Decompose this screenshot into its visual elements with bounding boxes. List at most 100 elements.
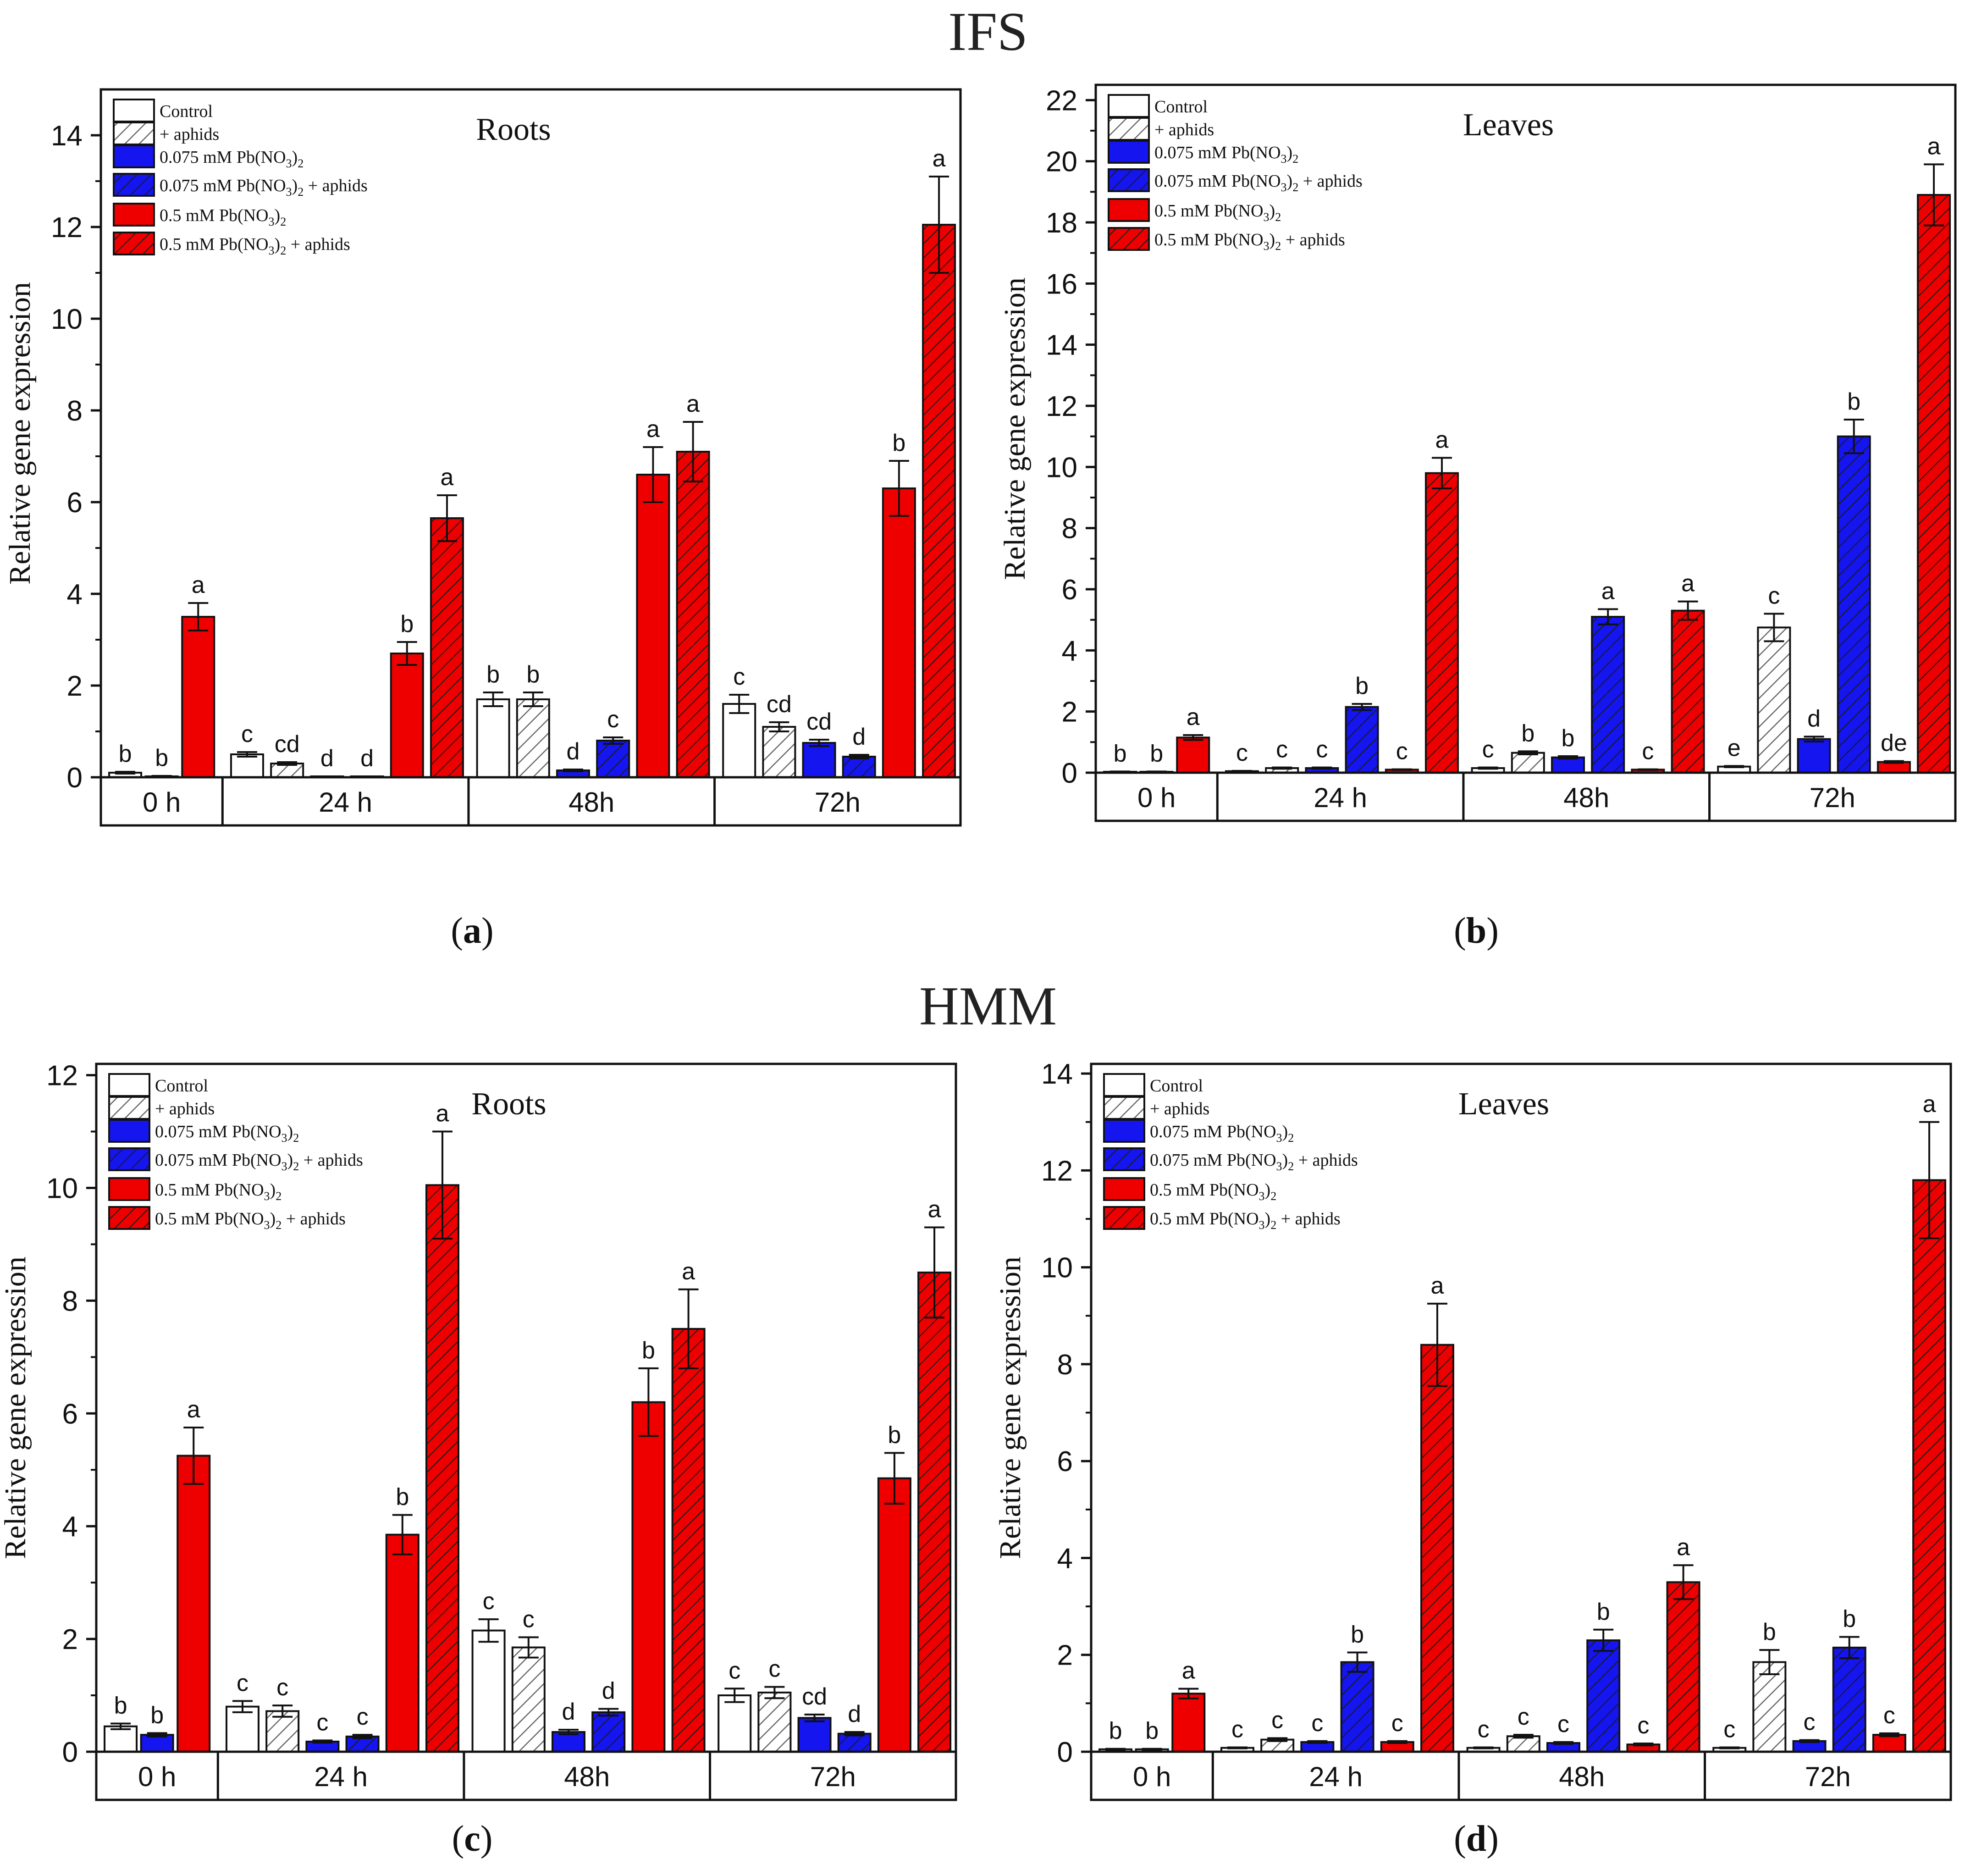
bar xyxy=(385,1533,419,1753)
significance-letter: c xyxy=(1311,1710,1323,1737)
y-tick-label: 12 xyxy=(1046,391,1077,422)
significance-letter: c xyxy=(241,721,253,747)
legend-swatch xyxy=(108,1096,150,1120)
bar xyxy=(425,1184,459,1753)
bar xyxy=(1671,609,1705,774)
bar xyxy=(430,517,464,778)
bar xyxy=(1832,1646,1866,1753)
significance-letter: a xyxy=(686,391,700,417)
significance-letter: a xyxy=(1681,570,1695,597)
y-tick-label: 8 xyxy=(62,1285,78,1317)
significance-letter: b xyxy=(1847,388,1860,415)
significance-letter: a xyxy=(646,416,660,443)
bar xyxy=(1872,1734,1906,1753)
significance-letter: a xyxy=(1182,1658,1195,1684)
legend-label: + aphids xyxy=(155,1099,215,1118)
significance-letter: b xyxy=(1109,1718,1122,1744)
y-tick-label: 4 xyxy=(62,1511,78,1543)
bar xyxy=(917,1271,952,1753)
bar xyxy=(1797,738,1831,774)
legend-swatch xyxy=(1103,1206,1145,1230)
time-label: 72h xyxy=(810,1761,856,1792)
significance-letter: c xyxy=(523,1606,535,1633)
significance-letter: c xyxy=(316,1709,328,1736)
bar xyxy=(181,616,215,778)
significance-letter: c xyxy=(357,1704,369,1730)
significance-letter: a xyxy=(933,145,946,172)
significance-letter: b xyxy=(526,661,540,688)
y-tick-label: 10 xyxy=(1041,1252,1073,1284)
significance-letter: a xyxy=(928,1196,941,1223)
legend-label: Control xyxy=(1150,1076,1203,1096)
significance-letter: a xyxy=(1187,704,1200,730)
legend-label: 0.075 mM Pb(NO3)2 xyxy=(1150,1122,1294,1145)
significance-letter: c xyxy=(1642,738,1654,765)
legend-swatch xyxy=(1108,94,1150,118)
y-axis-label: Relative gene expression xyxy=(994,1256,1027,1559)
significance-letter: c xyxy=(1804,1709,1816,1736)
y-tick-label: 2 xyxy=(62,1624,78,1655)
bar xyxy=(1917,194,1951,774)
panel-label-c: (c) xyxy=(452,1819,493,1859)
y-axis-label: Relative gene expression xyxy=(998,277,1032,580)
bar xyxy=(837,1732,872,1753)
bar xyxy=(471,1629,506,1753)
chart-panel-b: 0 2 4 6 8 10 12 14 16 18 20 22 Relative gene express… xyxy=(998,83,1957,822)
significance-letter: b xyxy=(888,1422,901,1448)
y-tick-label: 10 xyxy=(51,304,83,335)
significance-letter: c xyxy=(729,1657,740,1684)
bar xyxy=(718,1694,752,1753)
legend-swatch xyxy=(1103,1147,1145,1171)
legend-label: 0.5 mM Pb(NO3)2 + aphids xyxy=(160,235,350,257)
legend-label: 0.5 mM Pb(NO3)2 + aphids xyxy=(1154,230,1345,253)
significance-letter: c xyxy=(1478,1716,1490,1743)
legend-label: 0.075 mM Pb(NO3)2 xyxy=(155,1122,299,1145)
legend-label: 0.075 mM Pb(NO3)2 + aphids xyxy=(155,1151,363,1173)
time-label-box xyxy=(1094,771,1957,822)
y-tick-label: 12 xyxy=(1041,1155,1073,1187)
significance-letter: cd xyxy=(767,691,792,718)
y-tick-label: 2 xyxy=(1062,697,1077,728)
significance-letter: c xyxy=(1316,736,1328,763)
significance-letter: a xyxy=(1927,133,1941,160)
significance-letter: b xyxy=(642,1337,655,1364)
significance-letter: a xyxy=(1435,426,1449,453)
significance-letter: d xyxy=(360,745,374,772)
y-tick-label: 20 xyxy=(1046,146,1077,178)
time-label: 72h xyxy=(1810,782,1855,813)
bar xyxy=(225,1705,259,1753)
time-label: 24 h xyxy=(319,787,372,818)
bar xyxy=(636,474,670,778)
bar xyxy=(671,1328,706,1753)
bar xyxy=(1171,1693,1206,1753)
time-label: 48h xyxy=(569,787,614,818)
legend-label: 0.5 mM Pb(NO3)2 xyxy=(1150,1180,1276,1203)
chart-title: Roots xyxy=(471,1086,546,1122)
significance-letter: b xyxy=(1145,1718,1159,1744)
bar xyxy=(1752,1661,1787,1753)
chart-title: Leaves xyxy=(1463,107,1554,143)
time-label: 24 h xyxy=(1314,782,1367,813)
significance-letter: b xyxy=(150,1702,164,1728)
y-tick-label: 4 xyxy=(1057,1543,1073,1574)
significance-letter: b xyxy=(1597,1599,1610,1625)
significance-letter: d xyxy=(852,724,866,750)
y-tick-label: 10 xyxy=(1046,452,1077,483)
bar xyxy=(631,1401,666,1753)
significance-letter: c xyxy=(1518,1704,1529,1730)
significance-letter: c xyxy=(1391,1710,1403,1737)
legend-swatch xyxy=(1108,168,1150,192)
y-tick-label: 22 xyxy=(1046,85,1077,116)
bar xyxy=(1586,1639,1621,1753)
significance-letter: a xyxy=(436,1101,449,1127)
legend-swatch xyxy=(108,1119,150,1143)
panel-label-d: (d) xyxy=(1454,1819,1499,1859)
time-label: 48h xyxy=(1563,782,1609,813)
legend-swatch xyxy=(108,1177,150,1201)
group-title-hmm: HMM xyxy=(919,975,1057,1036)
bar xyxy=(1340,1661,1374,1753)
bar xyxy=(1424,472,1459,774)
bar xyxy=(1837,435,1871,774)
time-label: 24 h xyxy=(314,1761,368,1792)
significance-letter: b xyxy=(892,430,905,456)
